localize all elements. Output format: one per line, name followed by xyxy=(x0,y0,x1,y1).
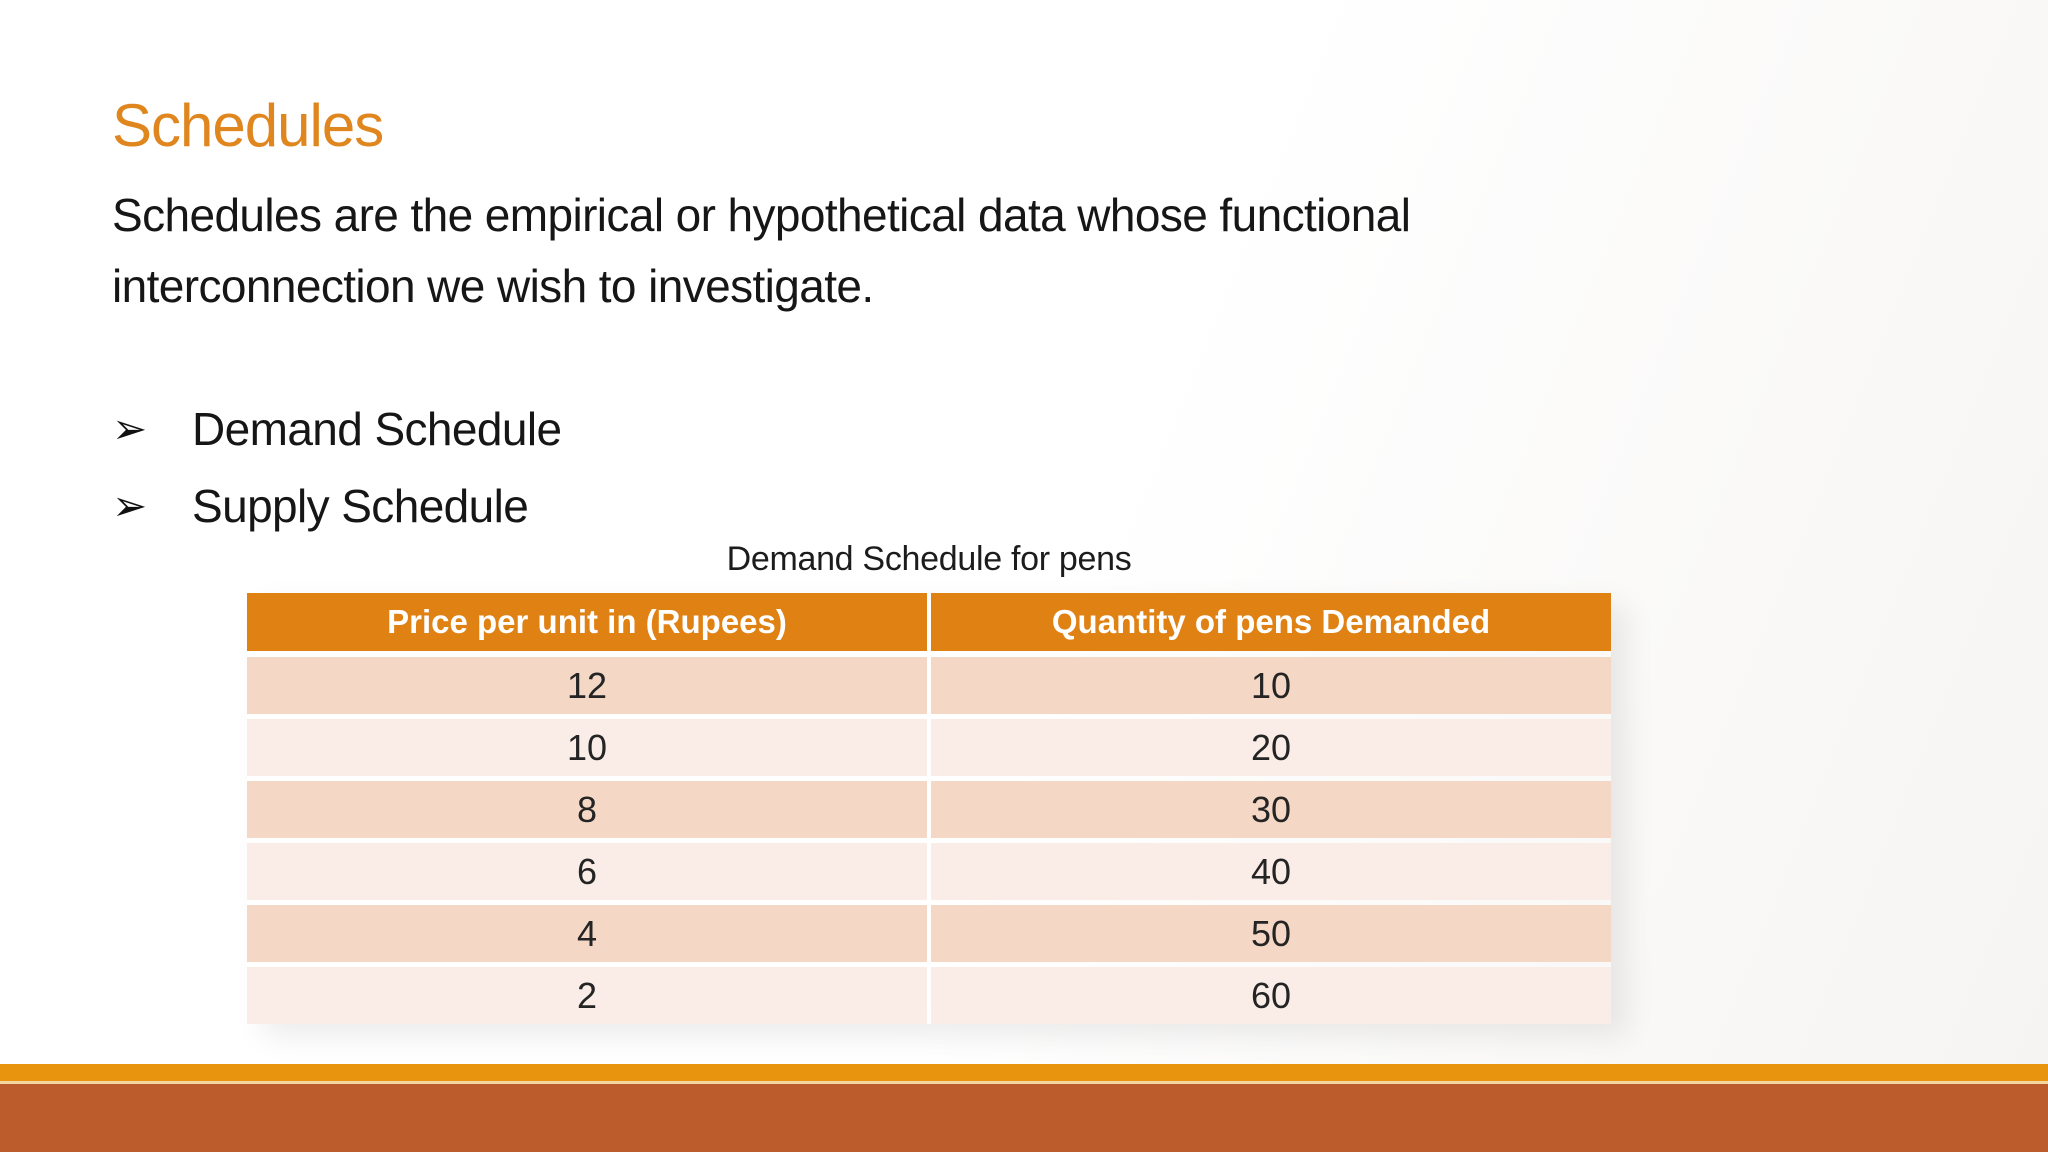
cell-price: 2 xyxy=(247,967,927,1024)
cell-quantity: 10 xyxy=(931,657,1611,714)
cell-quantity: 60 xyxy=(931,967,1611,1024)
bullet-item-demand-schedule: ➢ Demand Schedule xyxy=(112,390,562,467)
table-row: 4 50 xyxy=(247,905,1611,962)
footer-accent-bar-thick xyxy=(0,1084,2048,1152)
bullet-label: Demand Schedule xyxy=(192,402,562,455)
body-paragraph: Schedules are the empirical or hypotheti… xyxy=(112,180,1411,322)
bullet-list: ➢ Demand Schedule ➢ Supply Schedule xyxy=(112,390,562,544)
table-row: 10 20 xyxy=(247,719,1611,776)
page-title: Schedules xyxy=(112,92,384,159)
cell-price: 8 xyxy=(247,781,927,838)
bullet-label: Supply Schedule xyxy=(192,479,529,532)
cell-quantity: 30 xyxy=(931,781,1611,838)
footer-accent-bar-thin xyxy=(0,1064,2048,1081)
table-row: 2 60 xyxy=(247,967,1611,1024)
cell-price: 12 xyxy=(247,657,927,714)
table-row: 6 40 xyxy=(247,843,1611,900)
table-caption: Demand Schedule for pens xyxy=(726,540,1132,578)
table-row: 8 30 xyxy=(247,781,1611,838)
cell-price: 10 xyxy=(247,719,927,776)
bullet-item-supply-schedule: ➢ Supply Schedule xyxy=(112,467,561,544)
table-header-row: Price per unit in (Rupees) Quantity of p… xyxy=(247,593,1611,651)
demand-schedule-table: Price per unit in (Rupees) Quantity of p… xyxy=(247,593,1611,1024)
body-line-1: Schedules are the empirical or hypotheti… xyxy=(112,189,1411,241)
cell-quantity: 40 xyxy=(931,843,1611,900)
cell-price: 6 xyxy=(247,843,927,900)
cell-quantity: 20 xyxy=(931,719,1611,776)
header-cell-quantity: Quantity of pens Demanded xyxy=(931,593,1611,651)
body-line-2: interconnection we wish to investigate. xyxy=(112,260,874,312)
arrow-bullet-icon: ➢ xyxy=(112,404,147,452)
cell-price: 4 xyxy=(247,905,927,962)
table-row: 12 10 xyxy=(247,657,1611,714)
arrow-bullet-icon: ➢ xyxy=(112,481,147,529)
header-cell-price: Price per unit in (Rupees) xyxy=(247,593,927,651)
footer-accent-bar-separator xyxy=(0,1081,2048,1084)
cell-quantity: 50 xyxy=(931,905,1611,962)
